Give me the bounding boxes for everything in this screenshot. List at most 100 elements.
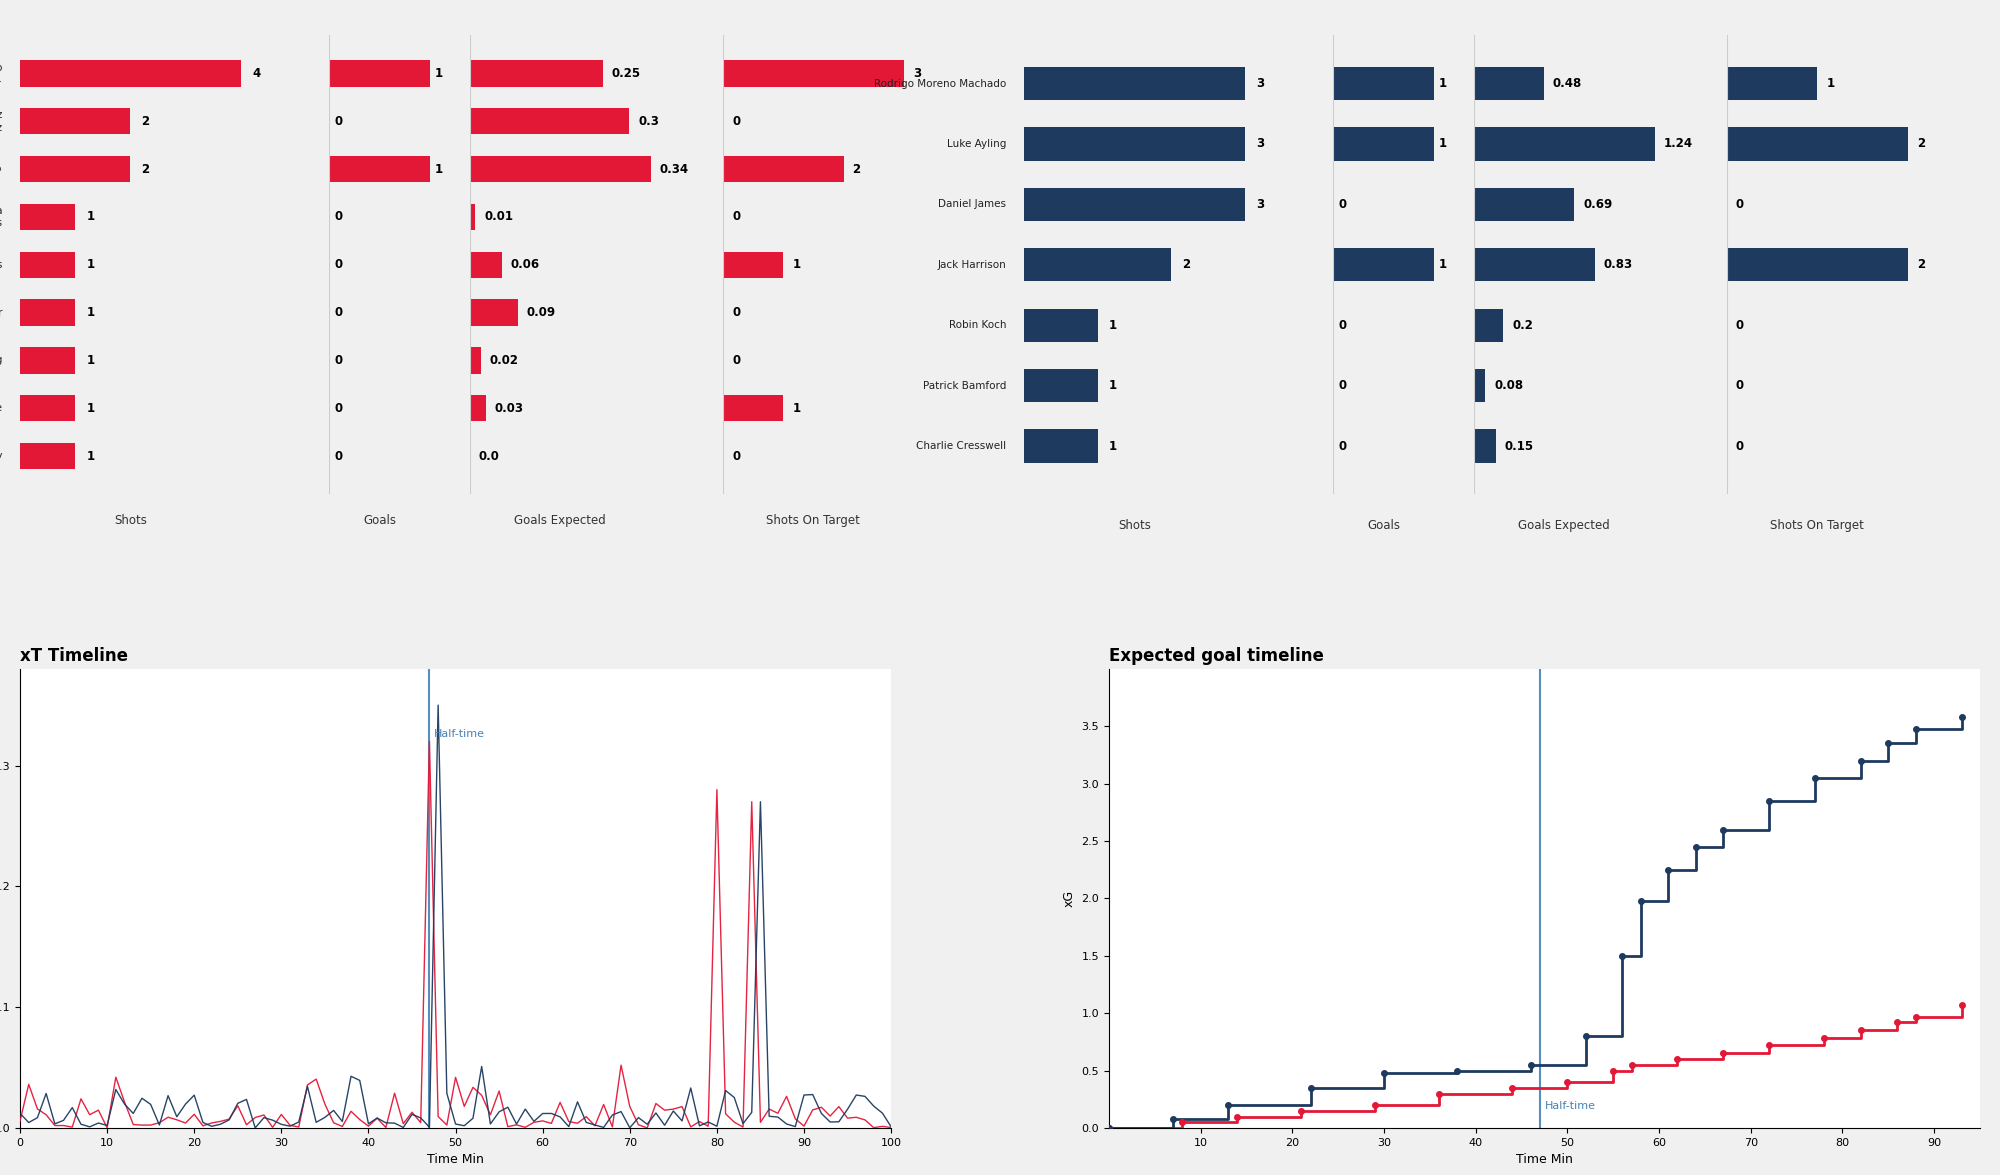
Text: 0.15: 0.15 [1504,439,1534,452]
Text: 0.69: 0.69 [1584,197,1612,210]
Text: Francisco António
Machado Mota de Castr..: Francisco António Machado Mota de Castr.… [0,62,2,85]
Text: 0.25: 0.25 [612,67,642,80]
Text: Shots On Target: Shots On Target [1770,518,1864,531]
Y-axis label: xG: xG [1062,889,1076,907]
Text: 0: 0 [1736,439,1744,452]
Bar [1474,369,1486,402]
Bar [1726,248,1908,282]
Text: 0: 0 [334,354,342,367]
Bar [1024,67,1244,100]
Text: xT Timeline: xT Timeline [20,646,128,665]
Text: Daniel James: Daniel James [938,200,1006,209]
Text: 0.3: 0.3 [638,115,660,128]
Text: 1: 1 [1108,380,1116,392]
Bar [1474,127,1654,161]
Text: Goals: Goals [1366,518,1400,531]
Text: 2: 2 [142,115,150,128]
Text: 0: 0 [732,354,740,367]
Text: Half-time: Half-time [1544,1101,1596,1110]
Text: Expected goal timeline: Expected goal timeline [1108,646,1324,665]
Text: 3: 3 [1256,197,1264,210]
Text: 0: 0 [732,450,740,463]
Bar [20,156,130,182]
Text: Charlie Cresswell: Charlie Cresswell [916,441,1006,451]
Bar [1024,309,1098,342]
Bar [470,348,480,374]
Text: 1: 1 [792,402,800,415]
Text: Goals Expected: Goals Expected [1518,518,1610,531]
Bar [724,60,904,87]
Bar [330,156,430,182]
Bar [1334,248,1434,282]
X-axis label: Time Min: Time Min [428,1154,484,1167]
Text: Conor  Coady: Conor Coady [0,451,2,461]
Bar [1474,67,1544,100]
Text: 0: 0 [732,210,740,223]
Bar [724,156,844,182]
Text: Jonathan Castro Otto: Jonathan Castro Otto [0,165,2,174]
Text: 2: 2 [852,162,860,176]
Text: 0: 0 [334,258,342,271]
Bar [470,251,502,278]
Text: 1: 1 [86,402,94,415]
Text: 1: 1 [86,354,94,367]
Text: 1: 1 [1438,78,1446,90]
Bar [20,203,76,230]
Text: Romain Saiss: Romain Saiss [0,260,2,270]
Text: 1: 1 [434,162,442,176]
Text: Daniel Castelo Podence: Daniel Castelo Podence [0,403,2,414]
Text: 1: 1 [86,210,94,223]
X-axis label: Time Min: Time Min [1516,1154,1572,1167]
Bar [1334,127,1434,161]
Text: Shots On Target: Shots On Target [766,513,860,526]
Text: 0: 0 [334,307,342,320]
Text: 3: 3 [912,67,920,80]
Text: Goals: Goals [364,513,396,526]
Text: 0: 0 [334,210,342,223]
Text: 0.01: 0.01 [484,210,514,223]
Text: Shots: Shots [114,513,146,526]
Bar [1726,127,1908,161]
Bar [330,60,430,87]
Bar [20,108,130,134]
Text: 0: 0 [1338,197,1346,210]
Text: 0: 0 [1736,318,1744,331]
Bar [1474,248,1594,282]
Text: 0: 0 [334,402,342,415]
Text: 0: 0 [334,115,342,128]
Text: Rodrigo Moreno Machado: Rodrigo Moreno Machado [874,79,1006,88]
Bar [470,300,518,325]
Text: 0: 0 [732,115,740,128]
Bar [20,60,240,87]
Text: Leander Dendoncker: Leander Dendoncker [0,308,2,317]
Text: 0.2: 0.2 [1512,318,1532,331]
Bar [1024,127,1244,161]
Bar [1474,429,1496,463]
Text: 3: 3 [1256,137,1264,150]
Text: 0: 0 [1338,380,1346,392]
Text: 1: 1 [86,258,94,271]
Text: 3: 3 [1256,78,1264,90]
Text: 0.06: 0.06 [510,258,540,271]
Bar [1726,67,1818,100]
Text: 1: 1 [1108,439,1116,452]
Text: Patrick Bamford: Patrick Bamford [922,381,1006,390]
Text: 0.03: 0.03 [494,402,524,415]
Bar [470,203,476,230]
Text: 0.09: 0.09 [526,307,556,320]
Text: Luke Ayling: Luke Ayling [946,139,1006,149]
Text: 0: 0 [1736,380,1744,392]
Text: Shots: Shots [1118,518,1150,531]
Text: 0: 0 [334,450,342,463]
Bar [1474,309,1502,342]
Text: 0.48: 0.48 [1552,78,1582,90]
Text: Half-time: Half-time [434,730,484,739]
Bar [1024,369,1098,402]
Bar [470,108,630,134]
Bar [20,251,76,278]
Text: 0: 0 [732,307,740,320]
Text: 0.34: 0.34 [660,162,688,176]
Text: 0: 0 [1338,439,1346,452]
Text: Jack Harrison: Jack Harrison [938,260,1006,270]
Text: 0.83: 0.83 [1604,258,1632,271]
